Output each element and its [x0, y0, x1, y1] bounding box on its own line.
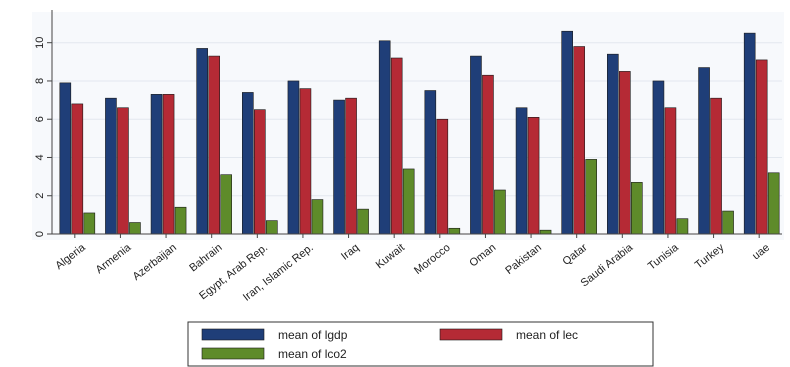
- bar: [117, 107, 129, 235]
- bar: [174, 206, 187, 235]
- legend: mean of lgdp mean of lec mean of lco2: [187, 321, 654, 367]
- bar: [561, 30, 573, 235]
- bar: [470, 55, 482, 235]
- bar: [448, 227, 461, 235]
- bar: [676, 218, 689, 235]
- bar: [698, 67, 710, 235]
- bar: [767, 172, 780, 235]
- bar: [573, 46, 585, 235]
- bar: [585, 159, 597, 235]
- bar: [631, 182, 643, 235]
- bar: [162, 94, 175, 235]
- legend-swatch: [201, 347, 265, 360]
- legend-swatch: [201, 328, 265, 341]
- y-tick-label: 8: [34, 78, 46, 84]
- bar: [652, 80, 665, 235]
- bar: [482, 74, 494, 235]
- bar: [129, 222, 141, 235]
- bar: [539, 229, 552, 235]
- bar: [755, 59, 768, 235]
- bar: [527, 117, 540, 235]
- bar: [220, 174, 232, 235]
- bar: [59, 82, 72, 235]
- bar: [242, 92, 254, 235]
- bar: [494, 189, 506, 235]
- bar: [83, 212, 96, 235]
- legend-label: mean of lgdp: [278, 328, 348, 342]
- bar: [71, 103, 84, 235]
- bar: [619, 71, 631, 235]
- legend-box: [187, 321, 654, 367]
- bar: [311, 199, 324, 235]
- bar: [743, 32, 756, 235]
- bar: [287, 80, 300, 235]
- bar: [254, 109, 266, 235]
- bar: [402, 168, 415, 235]
- bar: [710, 97, 722, 235]
- y-tick-label: 10: [34, 37, 46, 49]
- y-tick-label: 4: [34, 154, 46, 160]
- bar: [390, 57, 403, 235]
- y-tick-label: 0: [34, 231, 46, 237]
- legend-swatch: [439, 328, 503, 341]
- bar: [208, 55, 220, 235]
- bar: [357, 208, 369, 235]
- bar: [333, 99, 345, 235]
- bar: [607, 53, 619, 235]
- bar: [424, 90, 437, 235]
- bar: [150, 94, 163, 235]
- y-tick-label: 6: [34, 116, 46, 122]
- bars: [59, 30, 780, 235]
- bar: [266, 220, 278, 235]
- bar: [105, 97, 117, 235]
- bar: [515, 107, 528, 235]
- bar: [345, 97, 357, 235]
- bar: [722, 210, 734, 235]
- legend-label: mean of lco2: [278, 347, 347, 361]
- bar: [196, 48, 208, 235]
- bar: [378, 40, 391, 235]
- legend-label: mean of lec: [516, 328, 578, 342]
- y-tick-label: 2: [34, 193, 46, 199]
- bar: [664, 107, 677, 235]
- bar: [436, 118, 449, 235]
- bar: [299, 88, 312, 235]
